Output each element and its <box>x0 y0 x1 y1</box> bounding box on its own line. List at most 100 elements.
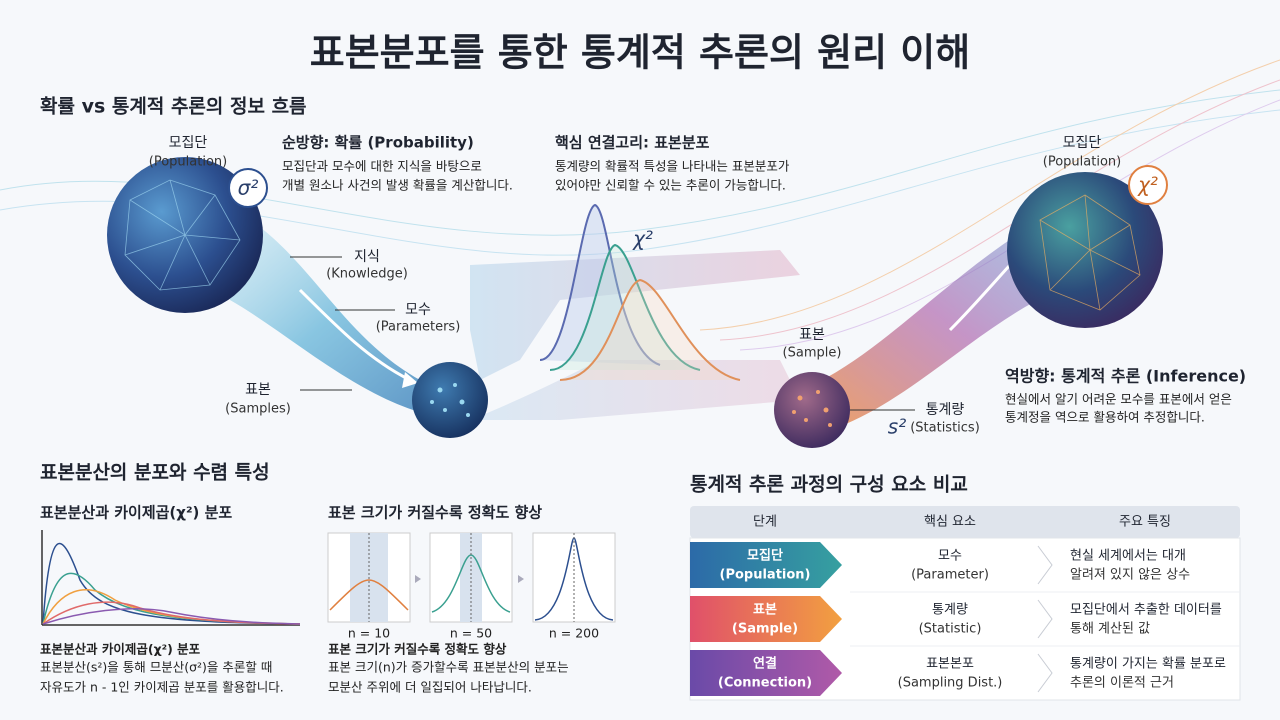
sample-dots <box>430 383 470 417</box>
bubble <box>228 168 268 208</box>
decoration <box>430 400 434 404</box>
feature-text: 모집단에서 추출한 데이터를 <box>1070 603 1222 618</box>
label-sub: (Population) <box>149 155 227 170</box>
separator <box>1037 599 1053 639</box>
decoration <box>124 179 241 291</box>
heading: 확률 vs 통계적 추론의 정보 흐름 <box>40 95 307 118</box>
convergence-panels <box>327 532 616 623</box>
caption: 표본분산(s²)을 통해 므분산(σ²)을 추론할 때 <box>40 660 272 675</box>
heading: 표본분산의 분포와 수렴 특성 <box>40 462 270 484</box>
stage-label: (Population) <box>720 568 811 583</box>
decoration <box>823 407 829 413</box>
stage-arrow <box>690 596 842 642</box>
center-curves <box>539 203 741 381</box>
label-sub: (Population) <box>1043 155 1121 170</box>
label: 모집단 <box>1063 135 1102 151</box>
caption: 표본 크기가 커질수록 정확도 향상 <box>328 642 507 657</box>
ribbon-forward <box>210 200 470 420</box>
separator <box>1037 653 1053 693</box>
inverse-title: 역방향: 통계적 추론 (Inference) <box>1005 367 1246 386</box>
decoration <box>437 387 443 393</box>
label: 지식 <box>354 249 380 265</box>
table-header-cell: 단계 <box>753 515 777 530</box>
symbol: χ² <box>632 227 653 251</box>
sample-dots <box>792 390 832 427</box>
feature-text: 통해 계산된 값 <box>1070 622 1150 637</box>
forward-desc: 모집단과 모수에 대한 지식을 바탕으로 <box>282 159 482 174</box>
table-header-cell: 핵심 요소 <box>924 515 976 530</box>
decoration <box>453 383 457 387</box>
forward-title: 순방향: 확률 (Probability) <box>282 134 474 152</box>
label-sub: (Knowledge) <box>326 267 408 282</box>
decoration <box>816 390 820 394</box>
platform <box>470 250 800 380</box>
feature-text: 알려져 있지 않은 상수 <box>1070 568 1190 583</box>
stage-label: (Sample) <box>732 622 798 637</box>
caption: 자유도가 n - 1인 카이제곱 분포를 활용합니다. <box>40 680 284 695</box>
caption: 표본분산과 카이제곱(χ²) 분포 <box>40 642 201 657</box>
panel-label: n = 10 <box>348 626 390 641</box>
decoration <box>466 413 470 417</box>
element-label: (Sampling Dist.) <box>898 676 1003 691</box>
table-header <box>690 506 1240 538</box>
decoration <box>699 59 1280 331</box>
decoration <box>459 399 465 405</box>
label: 표본 <box>799 327 825 343</box>
sample-sphere <box>774 372 850 448</box>
decoration <box>42 608 301 625</box>
label-sub: (Samples) <box>225 402 291 417</box>
element-label: 통계량 <box>932 603 968 618</box>
element-label: (Statistic) <box>919 622 982 637</box>
decoration <box>804 418 808 422</box>
decoration <box>719 79 1280 341</box>
decoration <box>329 579 409 611</box>
decoration <box>42 542 301 625</box>
subheading: 표본 크기가 커질수록 정확도 향상 <box>328 504 542 522</box>
symbol: χ² <box>1137 173 1158 197</box>
network <box>124 179 241 291</box>
platform <box>470 360 800 420</box>
decoration <box>797 395 803 401</box>
leader-lines <box>290 256 915 411</box>
decoration <box>828 423 832 427</box>
decoration <box>443 408 447 412</box>
stage-label: 표본 <box>753 603 777 618</box>
label-sub: (Parameters) <box>376 320 461 335</box>
decoration <box>792 410 796 414</box>
network <box>1039 194 1141 311</box>
stage-arrow <box>690 650 842 696</box>
subheading: 표본분산과 카이제곱(χ²) 분포 <box>40 504 232 522</box>
arrow-head <box>402 372 418 388</box>
stage-label: (Connection) <box>718 676 812 691</box>
label: 통계량 <box>926 402 965 418</box>
caption: 표본 크기(n)가 증가할수록 표본분산의 분포는 <box>328 660 569 675</box>
bubble <box>1128 165 1168 205</box>
arrow <box>298 288 411 382</box>
panel-label: n = 200 <box>549 626 599 641</box>
center-desc: 있어야만 신뢰할 수 있는 추론이 가능합니다. <box>555 178 786 193</box>
label: 표본 <box>245 382 271 398</box>
decoration <box>1039 194 1141 311</box>
inverse-desc: 통계정을 역으로 활용하여 추정합니다. <box>1005 410 1205 425</box>
feature-text: 추론의 이론적 근거 <box>1070 676 1174 691</box>
forward-desc: 개별 원소나 사건의 발생 확률을 계산합니다. <box>282 178 513 193</box>
label: 모수 <box>405 302 431 318</box>
table-title: 통계적 추론 과정의 구성 요소 비교 <box>690 474 968 496</box>
feature-text: 현실 세계에서는 대개 <box>1070 549 1186 564</box>
stage-arrow <box>690 542 842 588</box>
separator <box>1037 545 1053 585</box>
symbol: σ² <box>238 176 259 200</box>
stage-label: 모집단 <box>747 548 783 564</box>
sample-sphere <box>412 362 488 438</box>
element-label: 표본본포 <box>926 657 974 672</box>
panel-label: n = 50 <box>450 626 492 641</box>
chi-curves <box>41 530 301 626</box>
center-title: 핵심 연결고리: 표본분포 <box>555 134 710 152</box>
center-desc: 통계량의 확률적 특성을 나타내는 표본분포가 <box>555 159 790 174</box>
decoration <box>549 243 701 371</box>
decoration <box>559 278 741 381</box>
feature-text: 통계량이 가지는 확률 분포로 <box>1070 657 1226 672</box>
table-header-cell: 주요 특징 <box>1119 515 1171 530</box>
decoration <box>539 203 661 366</box>
